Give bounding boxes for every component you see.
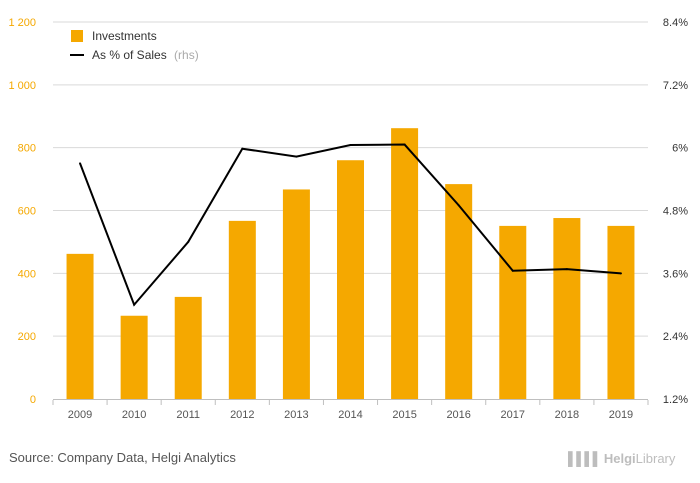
legend: Investments As % of Sales (rhs) xyxy=(70,29,199,62)
line-point-2011 xyxy=(187,240,190,243)
line-point-2017 xyxy=(511,269,514,272)
right-tick-label: 3.6% xyxy=(663,268,688,280)
line-point-2014 xyxy=(349,144,352,147)
line-point-2015 xyxy=(403,143,406,146)
chart: 0 200 400 600 800 1 000 1 200 1.2% 2.4% 3.6% 4.8%… xyxy=(8,17,688,421)
bar-2019 xyxy=(607,225,635,399)
bar-2013 xyxy=(282,189,310,399)
line-point-2009 xyxy=(79,162,82,165)
bar-2018 xyxy=(553,218,581,399)
right-tick-label: 1.2% xyxy=(663,394,688,406)
line-point-2016 xyxy=(457,204,460,207)
legend-line-rhs: (rhs) xyxy=(174,48,199,62)
x-tick-label: 2011 xyxy=(176,409,200,421)
x-tick-label: 2016 xyxy=(446,409,470,421)
left-tick-label: 200 xyxy=(18,331,36,343)
right-tick-label: 2.4% xyxy=(663,331,688,343)
x-tick-label: 2015 xyxy=(392,409,416,421)
x-tick-label: 2017 xyxy=(501,409,525,421)
line-point-2019 xyxy=(619,272,622,275)
logo-text-library: Library xyxy=(635,451,676,466)
bar-2016 xyxy=(445,184,473,399)
x-tick-label: 2010 xyxy=(122,409,146,421)
right-tick-label: 4.8% xyxy=(663,206,688,218)
helgi-library-logo: ▌▌▌▌ HelgiLibrary xyxy=(568,451,675,466)
x-axis-ticks: 2009 2010 2011 2012 2013 2014 2015 2016 2017 2018… xyxy=(52,400,649,421)
x-tick-label: 2018 xyxy=(555,409,579,421)
left-tick-label: 0 xyxy=(30,394,36,406)
bar-2015 xyxy=(391,128,419,399)
x-tick-label: 2014 xyxy=(338,409,362,421)
bar-2011 xyxy=(174,296,202,399)
right-tick-label: 8.4% xyxy=(663,17,688,29)
x-tick-label: 2019 xyxy=(609,409,633,421)
bar-2017 xyxy=(499,225,527,399)
x-tick-label: 2009 xyxy=(68,409,92,421)
right-tick-label: 6% xyxy=(672,143,688,155)
logo-bars-icon: ▌▌▌▌ xyxy=(568,451,602,466)
bar-2010 xyxy=(120,315,148,399)
legend-bar-swatch xyxy=(71,30,83,42)
x-tick-label: 2013 xyxy=(284,409,308,421)
x-tick-label: 2012 xyxy=(230,409,254,421)
line-point-2013 xyxy=(295,155,298,158)
line-point-2012 xyxy=(241,147,244,150)
svg-text:As % of Sales (rhs): As % of Sales (rhs) xyxy=(92,48,199,62)
left-tick-label: 600 xyxy=(18,206,36,218)
right-axis-ticks: 1.2% 2.4% 3.6% 4.8% 6% 7.2% 8.4% xyxy=(663,17,688,406)
left-tick-label: 400 xyxy=(18,268,36,280)
line-layer xyxy=(79,143,622,307)
logo-text-helgi: Helgi xyxy=(603,451,636,466)
bar-2012 xyxy=(228,220,256,399)
line-point-2010 xyxy=(133,303,136,306)
left-tick-label: 1 000 xyxy=(8,80,36,92)
bars xyxy=(66,128,635,399)
source-note: Source: Company Data, Helgi Analytics xyxy=(9,450,236,465)
legend-line-label: As % of Sales xyxy=(92,48,167,62)
right-tick-label: 7.2% xyxy=(663,80,688,92)
bar-2009 xyxy=(66,253,94,399)
left-tick-label: 800 xyxy=(18,143,36,155)
left-tick-label: 1 200 xyxy=(8,17,36,29)
legend-bar-label: Investments xyxy=(92,29,157,43)
line-point-2018 xyxy=(565,268,568,271)
left-axis-ticks: 0 200 400 600 800 1 000 1 200 xyxy=(8,17,36,406)
bar-2014 xyxy=(337,160,364,399)
